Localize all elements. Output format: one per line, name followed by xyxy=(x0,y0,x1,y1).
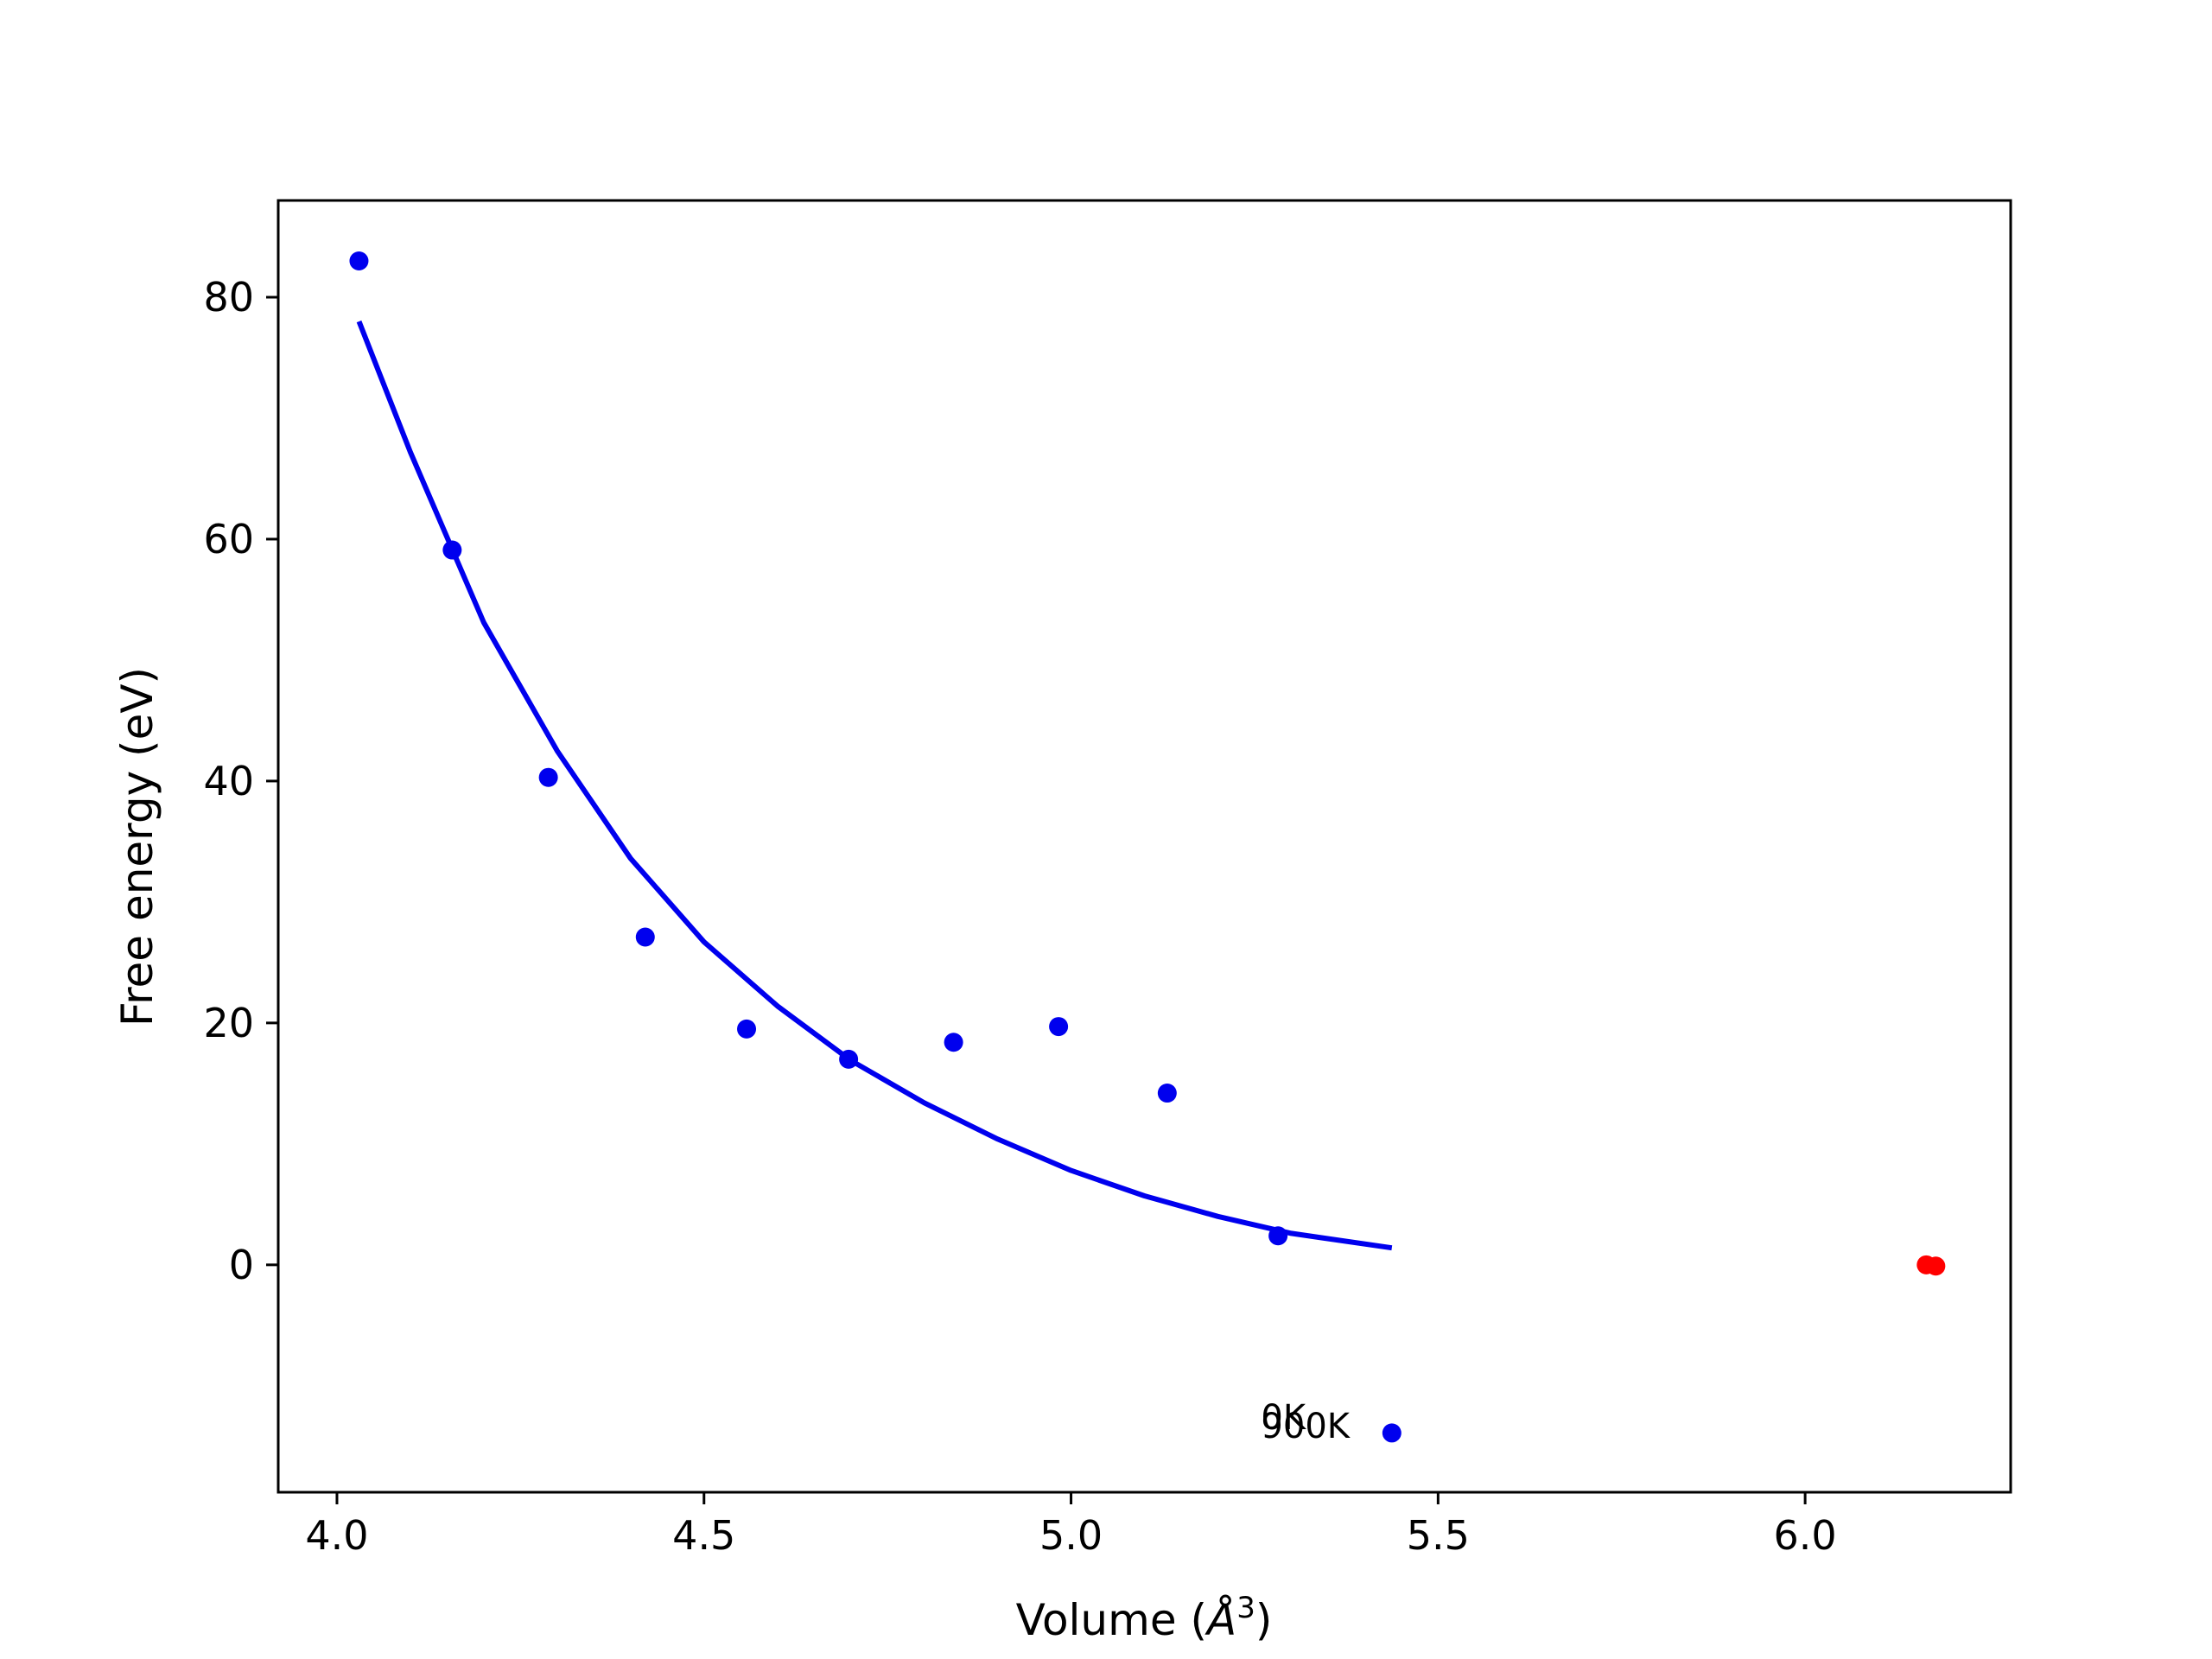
x-tick-label: 5.0 xyxy=(1039,1512,1103,1559)
data-point xyxy=(349,251,369,270)
data-point xyxy=(1268,1226,1288,1246)
y-tick-label: 0 xyxy=(229,1242,254,1288)
y-tick-label: 80 xyxy=(203,274,254,321)
data-point xyxy=(635,927,655,947)
data-point xyxy=(944,1033,963,1052)
data-point xyxy=(839,1049,859,1069)
data-point xyxy=(442,540,462,560)
y-tick-label: 20 xyxy=(203,1000,254,1046)
x-axis-ticks: 4.0 4.5 5.0 5.5 6.0 xyxy=(305,1492,1837,1559)
plot-area xyxy=(278,200,2011,1492)
minimum-point xyxy=(1926,1256,1946,1276)
chart-series xyxy=(349,251,1946,1443)
y-tick-label: 60 xyxy=(203,516,254,563)
y-axis-label: Free energy (eV) xyxy=(112,667,162,1027)
x-axis-label-main: Volume ( xyxy=(1016,1595,1207,1645)
x-tick-label: 6.0 xyxy=(1774,1512,1837,1559)
x-tick-label: 5.5 xyxy=(1407,1512,1470,1559)
x-tick-label: 4.0 xyxy=(305,1512,368,1559)
temperature-annotation: 0K xyxy=(1261,1398,1306,1438)
x-axis-label: Volume (Å3) xyxy=(1016,1591,1273,1645)
data-point xyxy=(1382,1423,1402,1443)
x-tick-label: 4.5 xyxy=(672,1512,735,1559)
x-axis-label-close: ) xyxy=(1255,1595,1273,1645)
y-axis-ticks: 0 20 40 60 80 xyxy=(203,274,278,1288)
data-point xyxy=(1157,1084,1177,1103)
data-point xyxy=(1049,1017,1069,1037)
x-axis-label-symbol: Å xyxy=(1205,1595,1236,1645)
data-point xyxy=(538,767,558,787)
x-axis-label-exponent: 3 xyxy=(1236,1591,1255,1625)
y-tick-label: 40 xyxy=(203,758,254,804)
data-point xyxy=(737,1019,757,1039)
temperature-annotation: 900K xyxy=(1261,1407,1351,1446)
plot-frame xyxy=(276,199,2012,1494)
